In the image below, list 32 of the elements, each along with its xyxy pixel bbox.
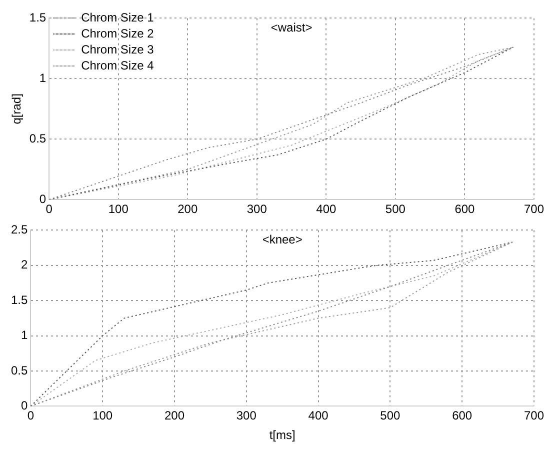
y-tick-label: 1.5 <box>10 292 28 307</box>
legend-label: Chrom Size 3 <box>81 42 154 56</box>
legend-label: Chrom Size 1 <box>81 10 154 24</box>
y-axis-title: q[rad] <box>10 94 24 124</box>
x-tick-label: 700 <box>524 408 544 423</box>
chart-title: <knee> <box>262 232 302 247</box>
x-tick-label: 500 <box>385 202 406 216</box>
x-tick-label: 500 <box>380 408 401 423</box>
y-tick-label: 1 <box>39 70 46 85</box>
y-tick-label: 1.5 <box>29 10 46 25</box>
y-tick-label: 0.5 <box>10 363 28 378</box>
x-tick-label: 100 <box>92 408 113 423</box>
y-tick-label: 0 <box>20 398 28 413</box>
chart-title: <waist> <box>270 20 312 35</box>
legend-label: Chrom Size 4 <box>81 58 154 72</box>
x-tick-label: 300 <box>236 408 257 423</box>
x-axis-title: t[ms] <box>269 428 296 442</box>
y-tick-label: 0.5 <box>29 131 46 146</box>
y-tick-label: 2 <box>20 258 28 272</box>
y-tick-label: 1 <box>20 328 28 342</box>
x-tick-label: 700 <box>524 202 544 216</box>
x-tick-label: 300 <box>246 202 268 216</box>
x-tick-label: 200 <box>164 408 185 423</box>
x-tick-label: 600 <box>452 408 472 423</box>
x-tick-label: 400 <box>308 408 329 423</box>
legend-label: Chrom Size 2 <box>81 26 154 40</box>
x-tick-label: 600 <box>454 202 476 216</box>
x-tick-label: 400 <box>316 202 337 216</box>
x-tick-label: 200 <box>178 202 198 216</box>
y-tick-label: 0 <box>39 192 46 206</box>
y-tick-label: 2.5 <box>10 222 28 237</box>
x-tick-label: 100 <box>108 202 129 216</box>
